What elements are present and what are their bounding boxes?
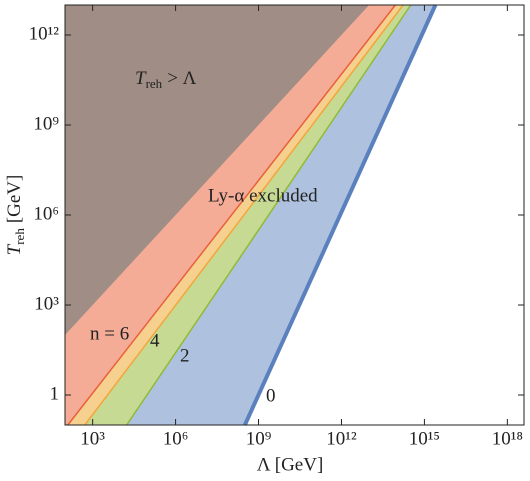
series-label: 0 <box>266 385 276 406</box>
y-tick-label: 10¹² <box>29 23 60 44</box>
x-tick-label: 10⁹ <box>246 428 272 449</box>
series-label: 4 <box>150 330 160 351</box>
region-label-subscript: reh <box>146 76 163 91</box>
x-tick-label: 10³ <box>80 428 105 449</box>
treh-region <box>65 5 370 335</box>
x-axis-label: Λ [GeV] <box>257 454 324 475</box>
region-label-symbol: T <box>135 68 147 89</box>
boundary-line <box>67 4 396 426</box>
y-tick-label: 10⁶ <box>33 203 59 224</box>
series-label: n = 6 <box>90 323 129 344</box>
region-label-text: > Λ <box>167 68 196 89</box>
x-tick-label: 10¹² <box>326 428 357 449</box>
y-label-symbol: T <box>4 243 25 255</box>
y-tick-label: 1 <box>50 383 60 404</box>
y-axis-label: Treh [GeV] <box>4 175 27 256</box>
series-label: 2 <box>180 345 190 366</box>
x-tick-label: 10⁶ <box>163 428 189 449</box>
boundary-line <box>126 4 412 426</box>
y-tick-label: 10³ <box>34 293 59 314</box>
y-label-unit: [GeV] <box>4 175 25 224</box>
boundary-line <box>243 4 438 426</box>
y-label-subscript: reh <box>12 228 27 245</box>
x-tick-label: 10¹⁸ <box>492 428 523 449</box>
x-tick-label: 10¹⁵ <box>409 428 440 449</box>
annotation: Ly-α excluded <box>208 185 318 206</box>
region-label: Treh > Λ <box>135 68 197 91</box>
boundary-line <box>84 4 404 426</box>
plot-area <box>65 4 438 426</box>
y-tick-label: 10⁹ <box>33 113 59 134</box>
